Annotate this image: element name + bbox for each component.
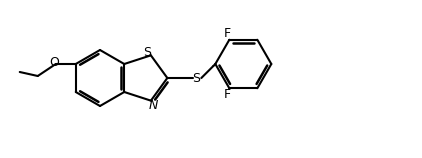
Text: O: O xyxy=(49,57,59,70)
Text: N: N xyxy=(148,99,157,112)
Text: F: F xyxy=(224,88,231,101)
Text: S: S xyxy=(192,73,200,85)
Text: S: S xyxy=(143,46,151,59)
Text: F: F xyxy=(224,27,231,40)
